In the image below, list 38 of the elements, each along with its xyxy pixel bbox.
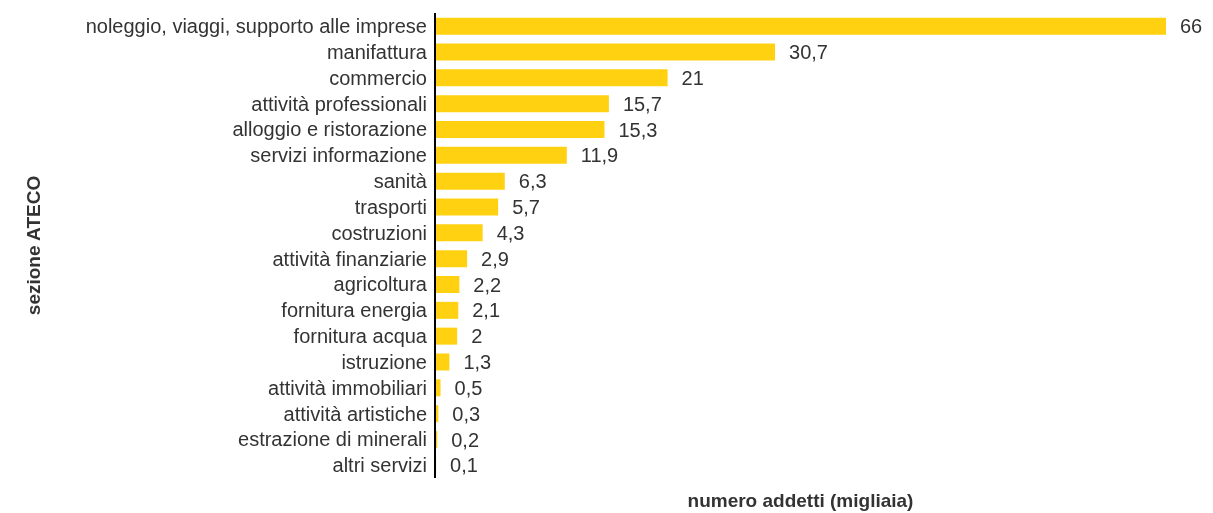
data-label: 15,3 xyxy=(618,118,658,141)
y-tick-label: altri servizi xyxy=(332,454,427,477)
y-tick-label: estrazione di minerali xyxy=(238,428,427,451)
y-tick-label: alloggio e ristorazione xyxy=(232,118,427,141)
data-label: 30,7 xyxy=(789,41,828,64)
y-axis-title: sezione ATECO xyxy=(22,175,44,316)
data-label: 2 xyxy=(471,325,483,348)
y-tick-label: sanità xyxy=(373,170,428,193)
data-label: 6,3 xyxy=(518,170,547,193)
data-label: 0,5 xyxy=(454,376,483,399)
data-label: 0,3 xyxy=(452,402,481,425)
data-label: 0,2 xyxy=(451,428,480,451)
y-tick-label: attività artistiche xyxy=(283,402,427,425)
y-tick-label: manifattura xyxy=(326,40,428,63)
data-label: 1,3 xyxy=(463,351,492,374)
data-label: 2,2 xyxy=(473,273,502,296)
y-tick-label: fornitura energia xyxy=(281,299,428,322)
data-label: 21 xyxy=(681,66,704,89)
y-tick-label: attività immobiliari xyxy=(268,376,427,399)
y-tick-label: servizi informazione xyxy=(250,144,427,167)
y-tick-label: agricoltura xyxy=(333,273,428,296)
data-label: 66 xyxy=(1180,15,1203,38)
data-label: 15,7 xyxy=(622,92,662,115)
y-tick-label: costruzioni xyxy=(331,221,427,244)
y-tick-label: attività finanziarie xyxy=(272,247,427,270)
y-tick-label: noleggio, viaggi, supporto alle imprese xyxy=(85,15,427,38)
y-tick-label: fornitura acqua xyxy=(293,325,428,348)
data-label: 0,1 xyxy=(450,454,478,477)
data-label: 2,1 xyxy=(472,299,501,322)
y-tick-label: attività professionali xyxy=(251,92,427,115)
data-label: 5,7 xyxy=(512,196,540,219)
data-label: 4,3 xyxy=(496,221,525,244)
x-axis-title: numero addetti (migliaia) xyxy=(686,490,915,512)
data-label: 11,9 xyxy=(580,144,619,167)
data-label: 2,9 xyxy=(481,247,509,270)
y-tick-label: trasporti xyxy=(354,195,427,218)
y-tick-label: istruzione xyxy=(341,350,427,373)
y-tick-label: commercio xyxy=(329,66,427,89)
